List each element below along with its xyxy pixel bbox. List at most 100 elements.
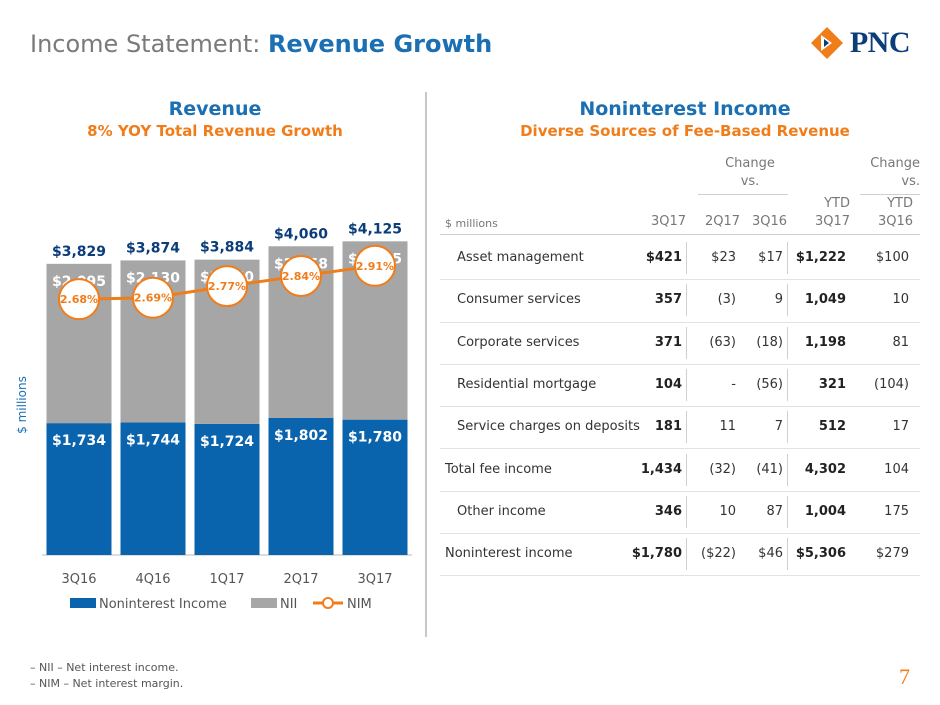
ytd-change-header-rule (860, 194, 920, 195)
cell-cytd: 17 (892, 419, 909, 435)
cell-ytd: 1,049 (804, 292, 846, 308)
column-separator (787, 453, 788, 486)
column-separator (686, 411, 687, 444)
col-header-3q17: 3Q17 (650, 214, 686, 229)
cell-c2q17: - (731, 376, 736, 392)
legend-swatch-nim-marker (322, 597, 334, 609)
cell-c2q17: 11 (719, 419, 736, 435)
col-header-3q16: 3Q16 (751, 214, 787, 229)
cell-v3q17: 104 (654, 376, 682, 392)
row-label: Other income (457, 503, 546, 519)
cell-c2q17: (63) (709, 334, 736, 350)
nim-point (354, 244, 396, 287)
table-row: Other income 346 10 87 1,004 175 (440, 492, 920, 535)
cell-c2q17: $23 (711, 250, 736, 265)
cell-v3q17: 1,434 (640, 461, 682, 477)
cell-cytd: 81 (892, 334, 909, 350)
data-label-total: $3,884 (200, 240, 254, 256)
table-subtitle: Diverse Sources of Fee-Based Revenue (520, 122, 850, 140)
change-header-line1: Change (725, 156, 775, 171)
cell-c3q16: $46 (758, 546, 783, 562)
cell-c2q17: 10 (719, 503, 736, 519)
col-header-ytd-3q16-line2: 3Q16 (877, 214, 913, 229)
cell-ytd: $1,222 (795, 250, 846, 265)
row-separator (440, 575, 920, 577)
row-label: Asset management (457, 250, 584, 265)
cell-c2q17: (32) (709, 461, 736, 477)
cell-cytd: $279 (875, 546, 909, 562)
cell-cytd: $100 (875, 250, 909, 265)
table-row: Consumer services 357 (3) 9 1,049 10 (440, 280, 920, 323)
nim-point (132, 276, 174, 319)
col-header-2q17: 2Q17 (704, 214, 740, 229)
footnote-nim: – NIM – Net interest margin. (30, 677, 184, 690)
column-separator (787, 368, 788, 401)
x-tick-label: 3Q16 (61, 572, 96, 587)
cell-c2q17: ($22) (701, 546, 736, 562)
table-row: Asset management $421 $23 $17 $1,222 $100 (440, 238, 920, 281)
column-separator (686, 495, 687, 528)
legend-label-nim: NIM (347, 597, 372, 612)
logo-text: PNC (849, 26, 911, 59)
data-label-noninterest-income: $1,734 (52, 433, 106, 449)
cell-cytd: 175 (884, 503, 909, 519)
bar-noninterest-income (194, 423, 260, 555)
x-tick-label: 4Q16 (135, 572, 170, 587)
row-separator (440, 279, 920, 281)
row-label: Noninterest income (445, 546, 573, 562)
chart-title: Revenue (168, 98, 262, 120)
cell-ytd: $5,306 (795, 546, 846, 562)
cell-ytd: 1,004 (804, 503, 846, 519)
col-header-ytd-3q16-line1: YTD (887, 196, 913, 211)
row-label: Service charges on deposits (457, 419, 640, 435)
column-separator (787, 284, 788, 317)
nim-label: 2.84% (282, 270, 320, 283)
data-label-total: $3,829 (52, 244, 106, 260)
legend-swatch-nii (251, 598, 277, 608)
row-label: Total fee income (445, 461, 552, 477)
nim-point (58, 278, 100, 321)
cell-v3q17: 181 (654, 419, 682, 435)
cell-ytd: 1,198 (804, 334, 846, 350)
row-separator (440, 321, 920, 323)
column-separator (686, 326, 687, 359)
pnc-logo: PNC (810, 26, 911, 60)
col-header-ytd-3q17-line1: YTD (824, 196, 850, 211)
units-label: $ millions (445, 217, 498, 230)
x-tick-label: 3Q17 (357, 572, 392, 587)
cell-cytd: (104) (874, 376, 909, 392)
cell-c3q16: (41) (756, 461, 783, 477)
column-separator (686, 242, 687, 274)
footnote-nii: – NII – Net interest income. (30, 661, 179, 674)
column-separator (686, 453, 687, 486)
nim-point (280, 254, 322, 297)
data-label-total: $4,060 (274, 226, 328, 242)
row-label: Residential mortgage (457, 376, 597, 392)
cell-v3q17: 371 (654, 334, 682, 350)
chart-subtitle: 8% YOY Total Revenue Growth (87, 122, 343, 140)
cell-c3q16: 7 (774, 419, 783, 435)
y-axis-label: $ millions (15, 376, 29, 434)
bar-noninterest-income (342, 419, 408, 555)
column-separator (787, 326, 788, 359)
nim-point (206, 265, 248, 308)
legend-label-nii: NII (280, 597, 297, 612)
legend-swatch-noninterest-income (70, 598, 96, 608)
column-separator (787, 495, 788, 528)
cell-ytd: 512 (818, 419, 846, 435)
cell-v3q17: 346 (654, 503, 682, 519)
data-label-total: $3,874 (126, 240, 180, 256)
bar-noninterest-income (120, 422, 186, 555)
x-tick-label: 1Q17 (209, 572, 244, 587)
cell-c3q16: 9 (774, 292, 783, 308)
bar-noninterest-income (46, 423, 112, 555)
column-separator (787, 242, 788, 274)
legend-label-noninterest-income: Noninterest Income (99, 597, 227, 612)
data-label-noninterest-income: $1,724 (200, 434, 254, 450)
nim-label: 2.77% (208, 280, 246, 293)
row-label: Consumer services (457, 292, 581, 308)
cell-c2q17: (3) (717, 292, 736, 308)
table-row: Residential mortgage 104 - (56) 321 (104) (440, 365, 920, 408)
table-row: Corporate services 371 (63) (18) 1,198 81 (440, 323, 920, 365)
row-separator (440, 406, 920, 408)
